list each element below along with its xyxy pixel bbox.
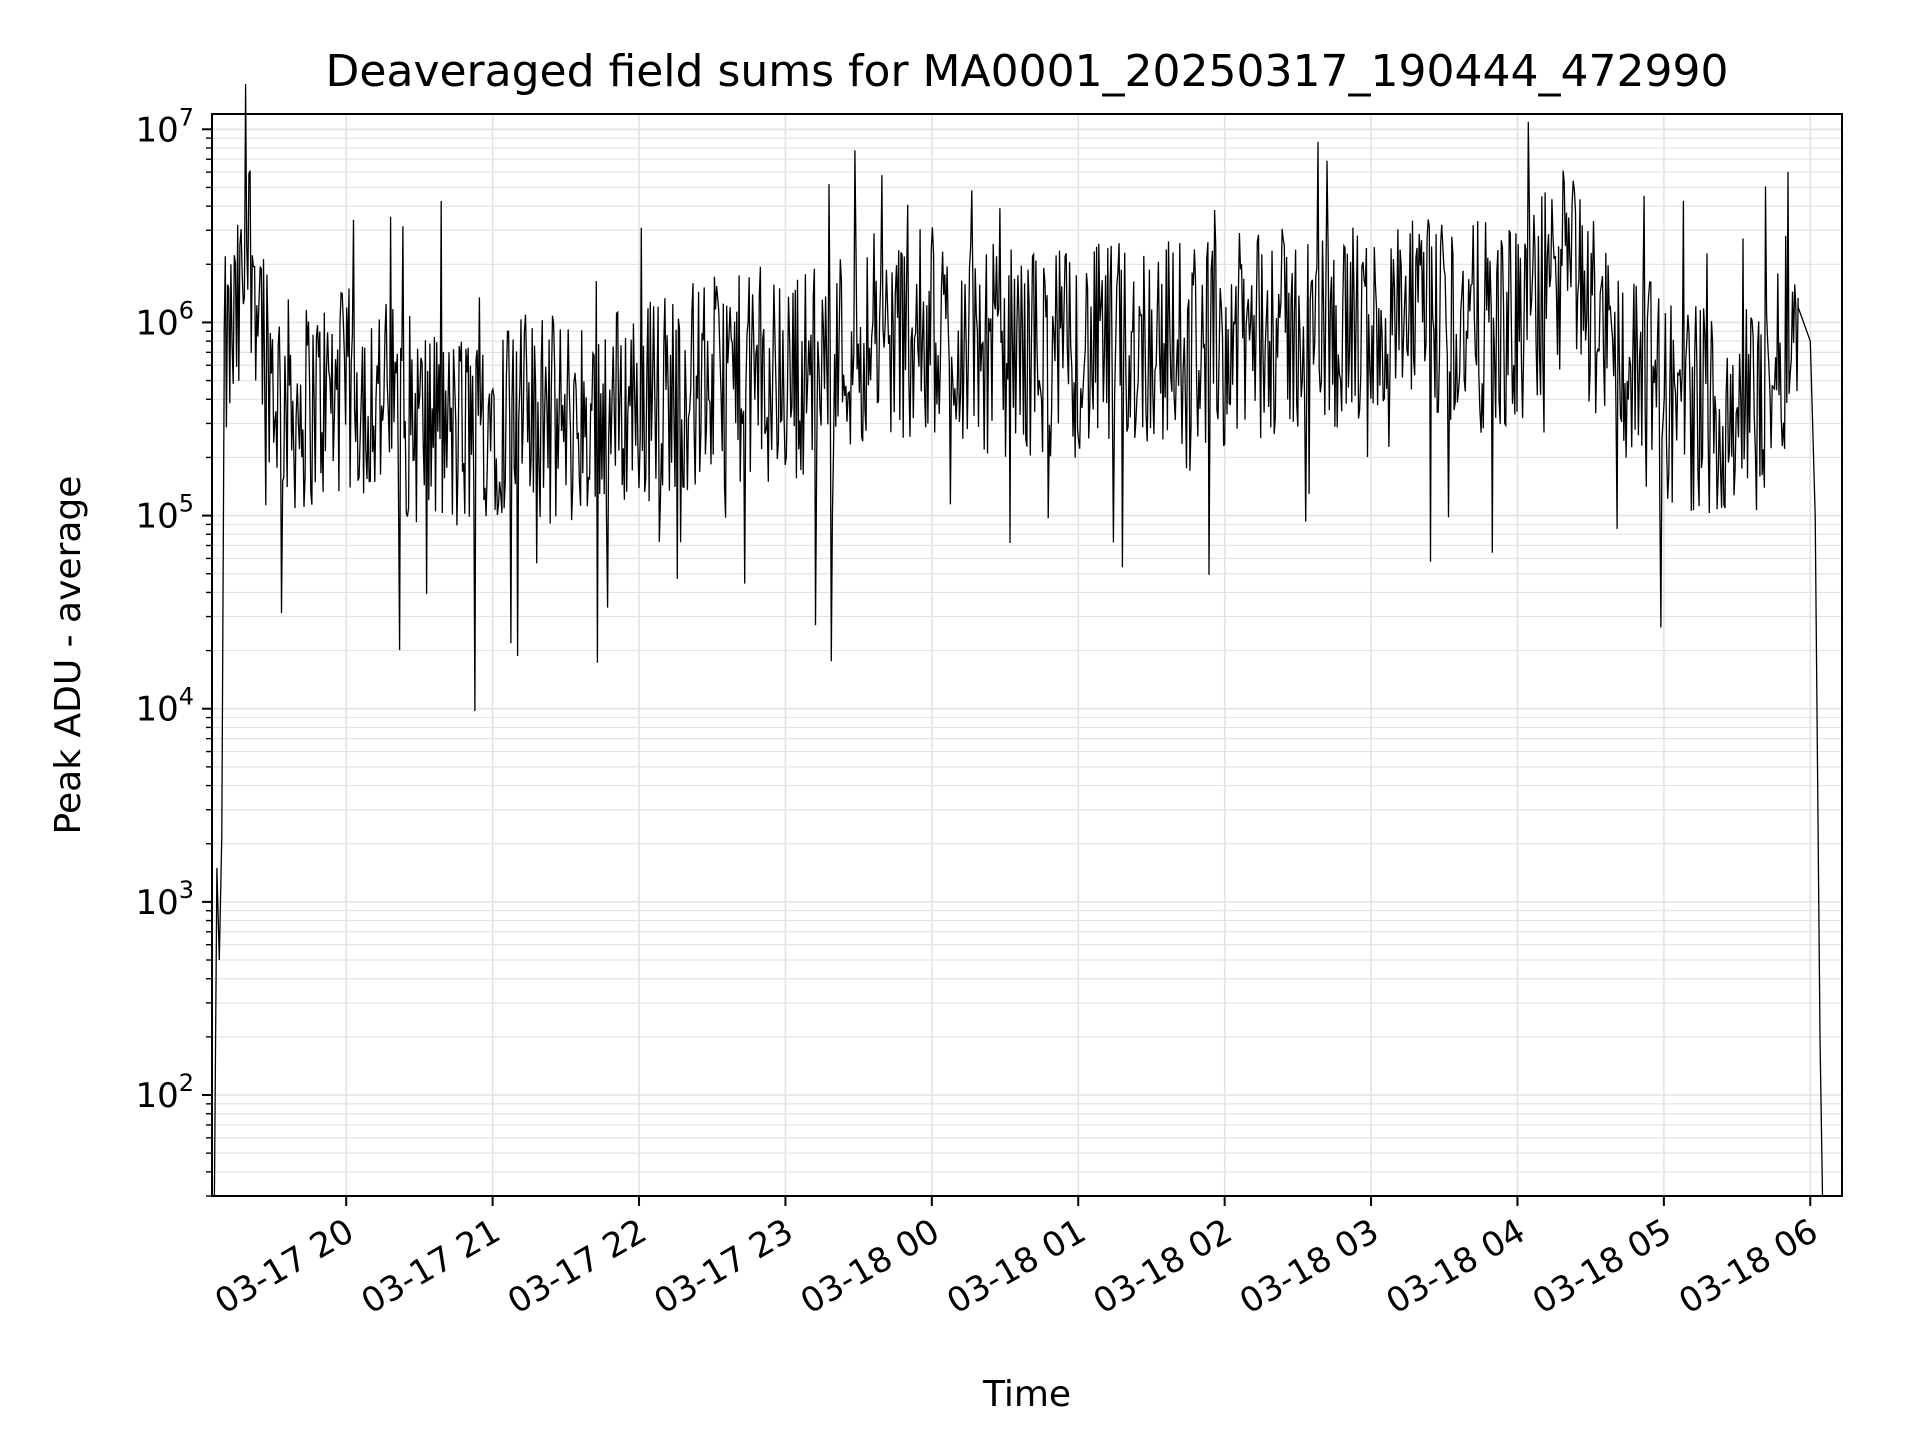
x-tick-label: 03-17 20 [208,1211,360,1322]
x-tick-label: 03-18 01 [940,1211,1092,1322]
x-tick-label: 03-18 00 [794,1211,946,1322]
x-tick-label: 03-17 22 [501,1211,653,1322]
y-tick-base: 10 [135,883,178,923]
x-tick-label: 03-17 23 [648,1211,800,1322]
x-tick-label: 03-17 21 [355,1211,507,1322]
y-tick-base: 10 [135,110,178,150]
y-tick-label: 102 [135,1069,194,1116]
y-tick-exponent: 4 [179,683,194,711]
y-tick-label: 106 [135,296,194,343]
y-tick-label: 105 [135,490,194,537]
x-tick-label: 03-18 06 [1672,1211,1824,1322]
x-tick-label: 03-18 03 [1233,1211,1385,1322]
y-tick-base: 10 [135,303,178,343]
series-line [213,83,1824,1197]
y-axis-title: Peak ADU - average [48,476,89,835]
y-tick-exponent: 2 [179,1069,194,1097]
y-tick-exponent: 3 [179,876,194,904]
plot-frame [211,113,1843,1197]
y-tick-label: 104 [135,683,194,730]
x-axis-title: Time [982,1374,1071,1415]
y-tick-exponent: 6 [179,296,194,324]
chart-title: Deaveraged field sums for MA0001_2025031… [326,46,1729,97]
grid [212,114,1842,1197]
y-tick-exponent: 7 [179,103,194,131]
x-tick-label: 03-18 05 [1526,1211,1678,1322]
y-tick-exponent: 5 [179,490,194,518]
y-tick-base: 10 [135,690,178,730]
x-tick-label: 03-18 02 [1087,1211,1239,1322]
x-tick-label: 03-18 04 [1380,1211,1532,1322]
y-tick-base: 10 [135,497,178,537]
y-tick-base: 10 [135,1076,178,1116]
y-tick-label: 103 [135,876,194,923]
y-tick-label: 107 [135,103,194,150]
